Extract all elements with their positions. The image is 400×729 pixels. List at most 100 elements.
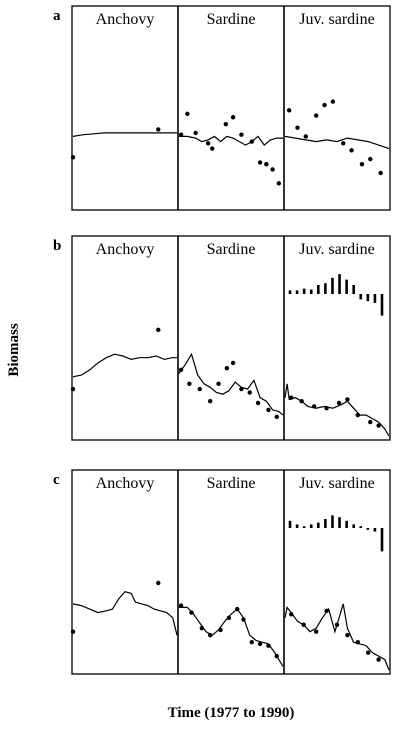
observed-point [255,400,261,406]
observed-point [286,108,292,113]
observed-point [230,360,236,366]
residual-bar [380,294,384,316]
observed-point [210,146,215,151]
residual-bar [317,522,320,528]
observed-point [249,639,254,645]
observed-point [223,122,228,127]
residual-bar [359,294,363,300]
residual-bar [359,526,363,528]
observed-point [156,580,161,586]
observed-point [264,162,269,167]
panel-title: Sardine [207,475,256,492]
observed-point [205,141,211,146]
residual-bar [366,528,370,530]
panel-title: Anchovy [96,241,155,258]
residual-bar [331,515,334,528]
fitted-line [179,135,283,146]
panel-title: Anchovy [96,475,155,492]
residual-bar [331,277,334,294]
residual-bar [352,285,355,294]
panel-title: Sardine [207,11,256,28]
observed-point [276,181,282,186]
observed-point [359,162,365,167]
row-label-a: a [53,8,61,24]
residual-bar [373,294,377,303]
fitted-line [284,603,390,671]
observed-point [178,132,184,137]
observed-point [336,400,342,406]
panel-a-2: Sardine [178,11,283,186]
residual-bar [302,288,306,294]
observed-point [322,102,327,108]
observed-point [376,423,381,428]
observed-point [208,633,213,638]
residual-bar [309,289,313,294]
chart-rows: a Anchovy Sardine Juv. sardine b Anchovy Sardi… [53,5,391,675]
panel-c-3: Juv. sardine [284,475,390,671]
panel-title: Juv. sardine [299,475,374,492]
observed-point [249,139,254,144]
observed-point [199,626,205,631]
observed-point [334,622,340,627]
observed-point [378,170,383,176]
observed-point [235,606,240,612]
observed-point [274,653,279,659]
observed-point [295,125,300,130]
fitted-line [72,591,178,636]
observed-point [185,111,190,116]
observed-point [187,381,192,386]
row-b: b Anchovy Sardine Juv. sardine [53,235,391,441]
panel-c-2: Sardine [178,475,284,667]
observed-point [355,412,360,418]
observed-point [368,419,373,425]
residual-bar [373,528,377,532]
observed-point [266,407,271,413]
observed-point [368,156,373,162]
panel-a-1: Anchovy [70,11,177,160]
observed-point [366,650,371,655]
observed-point [341,141,346,146]
residual-bar [324,519,327,528]
observed-point [270,167,275,172]
observed-point [247,390,252,395]
x-axis-label: Time (1977 to 1990) [168,705,295,721]
fitted-line [178,352,284,416]
residual-bar [302,526,306,528]
observed-point [70,629,76,634]
residual-bar [288,520,292,528]
residual-bar [380,528,384,552]
observed-point [193,130,198,136]
residual-bar [352,524,355,528]
fitted-line [72,353,177,378]
residual-bar [288,290,292,294]
observed-point [303,134,308,139]
fitted-line [284,383,390,437]
observed-point [330,99,336,104]
observed-point [289,612,294,617]
observed-point [70,155,76,160]
fitted-line [284,135,390,150]
observed-point [70,386,76,392]
residual-bar [295,524,299,528]
observed-point [156,327,161,333]
panel-b-1: Anchovy [70,241,177,392]
residual-bar [295,290,299,294]
panel-b-3: Juv. sardine [284,241,390,437]
observed-point [178,603,184,608]
panel-a-3: Juv. sardine [284,11,390,176]
observed-point [239,386,244,392]
row-frame [71,235,391,441]
observed-point [349,148,354,153]
observed-point [299,399,304,404]
residual-bar [309,524,313,528]
observed-point [266,643,271,648]
fitted-line [72,132,177,137]
observed-point [224,365,230,371]
fitted-line [179,606,284,667]
observed-point [314,113,319,118]
observed-point [324,405,329,411]
observed-point [226,615,232,620]
residual-bar [366,294,370,302]
row-label-c: c [53,472,60,488]
observed-point [216,381,221,386]
